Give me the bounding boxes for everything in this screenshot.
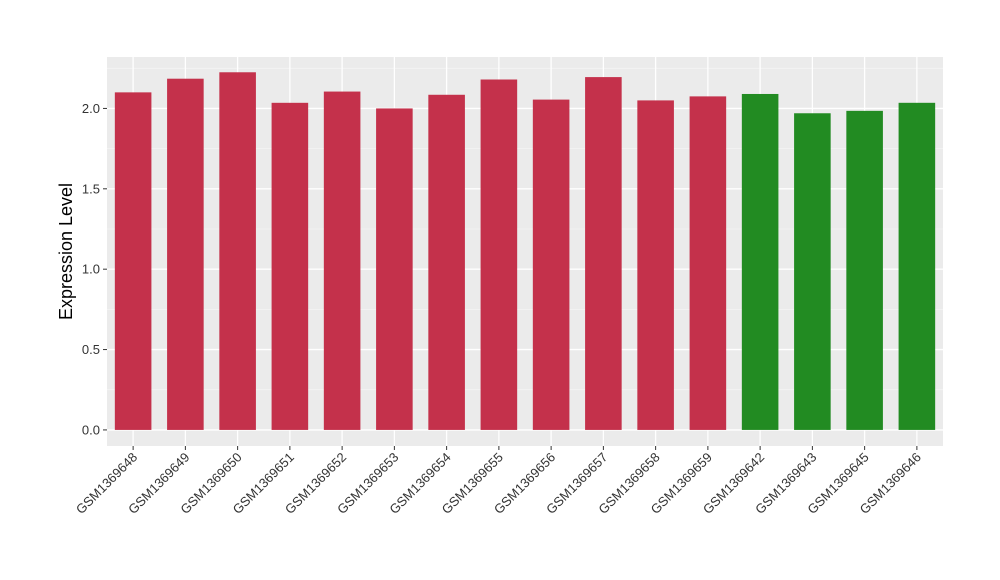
y-tick-label: 1.5 [82, 181, 100, 196]
bar-GSM1369655 [480, 79, 518, 430]
bar-GSM1369652 [323, 91, 361, 430]
bar-GSM1369651 [271, 102, 309, 430]
bar-GSM1369657 [585, 77, 622, 430]
bar-GSM1369646 [898, 102, 936, 430]
bar-GSM1369658 [637, 100, 674, 430]
y-axis-title: Expression Level [56, 183, 76, 320]
x-axis-ticks: GSM1369648GSM1369649GSM1369650GSM1369651… [73, 446, 924, 517]
bar-GSM1369649 [167, 78, 204, 430]
bar-GSM1369650 [219, 72, 256, 430]
y-tick-label: 0.5 [82, 342, 100, 357]
y-tick-label: 0.0 [82, 422, 100, 437]
bar-GSM1369648 [114, 92, 152, 430]
bars [114, 72, 936, 430]
bar-GSM1369656 [532, 99, 570, 430]
bar-GSM1369643 [794, 113, 831, 430]
bar-GSM1369653 [376, 108, 413, 430]
y-axis-ticks: 0.0 0.5 1.0 1.5 2.0 [82, 101, 107, 437]
bar-GSM1369659 [689, 96, 727, 430]
bar-GSM1369654 [428, 94, 465, 430]
y-tick-label: 2.0 [82, 101, 100, 116]
y-tick-label: 1.0 [82, 262, 100, 277]
bar-GSM1369642 [741, 93, 779, 430]
bar-GSM1369645 [846, 110, 883, 430]
